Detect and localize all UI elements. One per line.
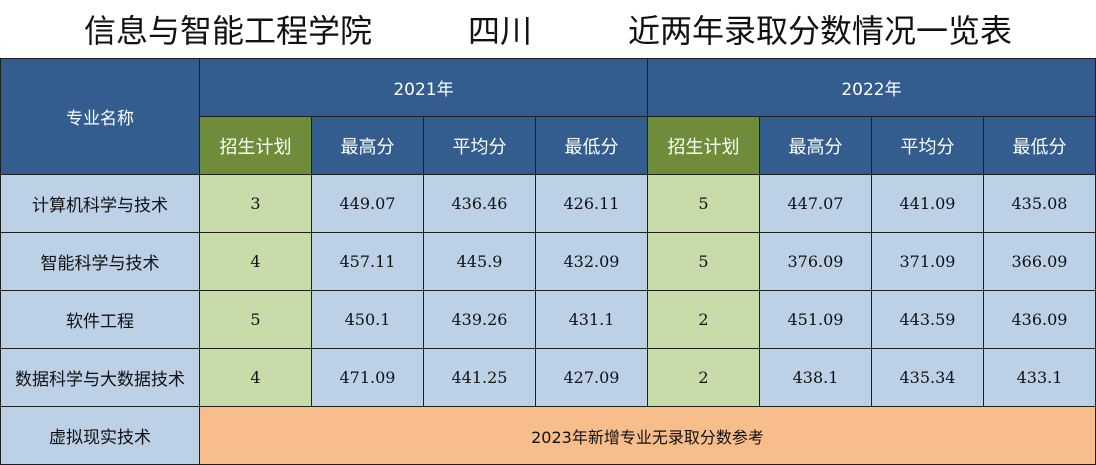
avg-score-cell: 443.59 [871,290,984,349]
min-score-cell: 427.09 [535,348,648,407]
table-row: 虚拟现实技术 2023年新增专业无录取分数参考 [0,406,1096,465]
year-2021-header: 2021年 [199,58,648,117]
col-header-plan: 招生计划 [199,116,312,175]
column-header-row: 招生计划 最高分 平均分 最低分 招生计划 最高分 平均分 最低分 [1,116,1096,175]
major-name-cell: 计算机科学与技术 [0,174,200,233]
min-score-cell: 435.08 [983,174,1096,233]
col-header-avg: 平均分 [423,116,536,175]
plan-cell: 2 [647,290,760,349]
max-score-cell: 457.11 [311,232,424,291]
avg-score-cell: 436.46 [423,174,536,233]
avg-score-cell: 435.34 [871,348,984,407]
avg-score-cell: 445.9 [423,232,536,291]
min-score-cell: 426.11 [535,174,648,233]
max-score-cell: 450.1 [311,290,424,349]
max-score-cell: 376.09 [759,232,872,291]
min-score-cell: 436.09 [983,290,1096,349]
table-row: 软件工程 5 450.1 439.26 431.1 2 451.09 443.5… [0,290,1096,349]
max-score-cell: 438.1 [759,348,872,407]
min-score-cell: 366.09 [983,232,1096,291]
plan-cell: 4 [199,348,312,407]
max-score-cell: 449.07 [311,174,424,233]
avg-score-cell: 441.09 [871,174,984,233]
min-score-cell: 433.1 [983,348,1096,407]
avg-score-cell: 439.26 [423,290,536,349]
table-row: 数据科学与大数据技术 4 471.09 441.25 427.09 2 438.… [0,348,1096,407]
plan-cell: 3 [199,174,312,233]
col-header-min: 最低分 [983,116,1096,175]
year-header-row: 专业名称 2021年 2022年 [0,58,1096,175]
avg-score-cell: 371.09 [871,232,984,291]
plan-cell: 4 [199,232,312,291]
major-name-cell: 虚拟现实技术 [0,406,200,465]
score-table: 专业名称 2021年 2022年 招生计划 最高分 平均分 最低分 招生计划 最… [0,58,1096,465]
min-score-cell: 431.1 [535,290,648,349]
page-title: 信息与智能工程学院 四川 近两年录取分数情况一览表 [0,0,1096,59]
table-row: 智能科学与技术 4 457.11 445.9 432.09 5 376.09 3… [0,232,1096,291]
avg-score-cell: 441.25 [423,348,536,407]
max-score-cell: 447.07 [759,174,872,233]
plan-cell: 5 [199,290,312,349]
table-row: 计算机科学与技术 3 449.07 436.46 426.11 5 447.07… [0,174,1096,233]
major-name-header: 专业名称 [0,58,200,175]
max-score-cell: 471.09 [311,348,424,407]
col-header-max: 最高分 [759,116,872,175]
max-score-cell: 451.09 [759,290,872,349]
major-name-cell: 数据科学与大数据技术 [0,348,200,407]
col-header-max: 最高分 [311,116,424,175]
col-header-min: 最低分 [535,116,648,175]
new-major-note: 2023年新增专业无录取分数参考 [199,406,1096,465]
plan-cell: 5 [647,232,760,291]
min-score-cell: 432.09 [535,232,648,291]
year-2022-header: 2022年 [647,58,1096,117]
col-header-avg: 平均分 [871,116,984,175]
major-name-cell: 智能科学与技术 [0,232,200,291]
major-name-cell: 软件工程 [0,290,200,349]
col-header-plan: 招生计划 [647,116,760,175]
plan-cell: 2 [647,348,760,407]
plan-cell: 5 [647,174,760,233]
